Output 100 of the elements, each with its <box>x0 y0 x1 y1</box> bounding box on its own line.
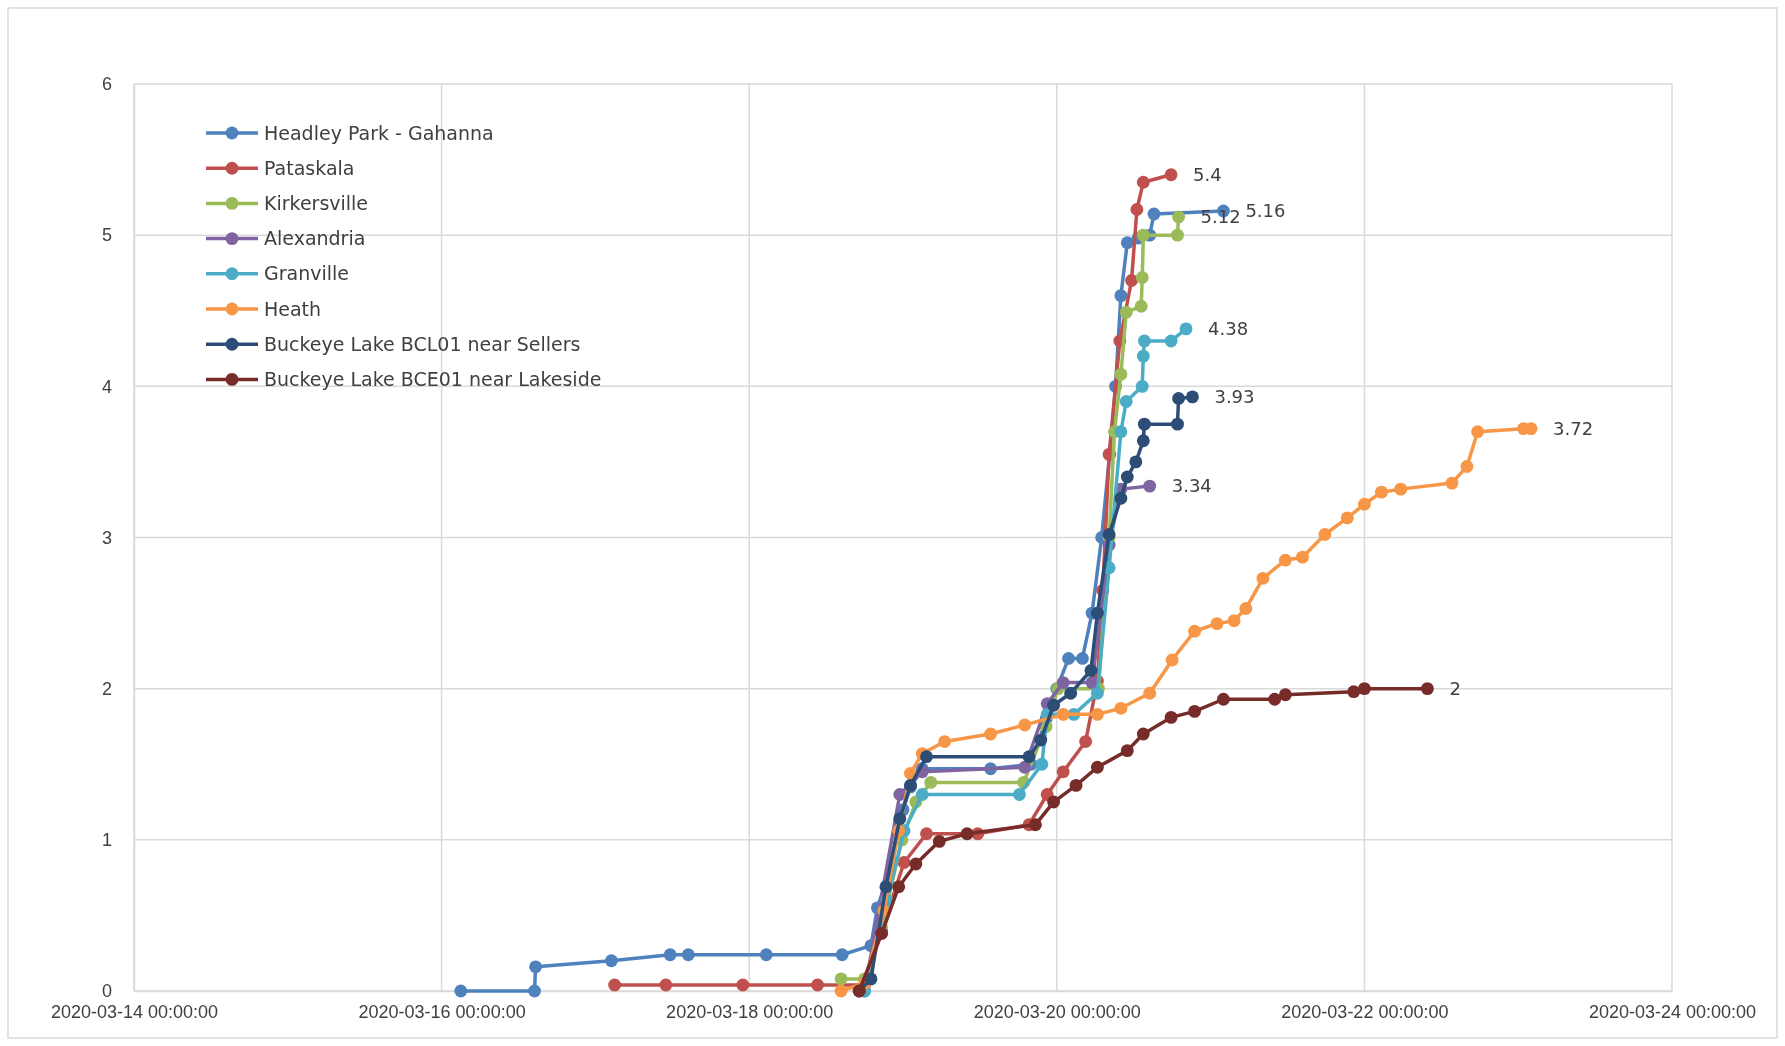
point <box>984 727 998 741</box>
point <box>1296 550 1309 564</box>
point <box>938 735 952 748</box>
point <box>1114 425 1128 439</box>
point <box>1164 710 1178 724</box>
point <box>1147 207 1161 221</box>
annotation: 5.16 <box>1245 200 1286 222</box>
point <box>1256 571 1270 585</box>
point <box>924 775 938 789</box>
point <box>1135 379 1149 393</box>
point <box>1164 168 1178 182</box>
point <box>1120 470 1134 484</box>
point <box>1420 682 1434 696</box>
point <box>1114 701 1128 715</box>
point <box>1018 718 1032 732</box>
point <box>1143 479 1157 493</box>
x-tick-label: 2020-03-14 00:00:00 <box>50 1001 219 1022</box>
point <box>1136 727 1150 741</box>
point <box>1136 175 1150 189</box>
point <box>1056 765 1070 779</box>
point <box>528 984 541 998</box>
point <box>681 948 695 962</box>
point <box>1034 733 1048 747</box>
y-tick-label: 5 <box>101 225 112 246</box>
point <box>1165 653 1179 667</box>
point <box>1188 704 1202 718</box>
point <box>1056 707 1070 721</box>
point <box>1171 228 1184 242</box>
legend-label: Kirkersville <box>264 192 369 215</box>
legend-label: Buckeye Lake BCL01 near Sellers <box>264 332 581 355</box>
point <box>834 984 848 998</box>
point <box>1136 349 1150 363</box>
legend-label: Granville <box>264 262 349 285</box>
point <box>1357 682 1371 696</box>
y-tick-label: 3 <box>101 527 112 548</box>
x-tick-label: 2020-03-18 00:00:00 <box>666 1001 834 1022</box>
point <box>1120 744 1134 758</box>
point <box>897 856 911 869</box>
point <box>1079 735 1093 748</box>
y-tick-label: 0 <box>101 981 112 1002</box>
point <box>1134 299 1148 313</box>
legend-label: Buckeye Lake BCE01 near Lakeside <box>264 368 602 391</box>
point <box>1186 390 1199 404</box>
point <box>1375 485 1388 499</box>
point <box>909 857 923 871</box>
point <box>1062 652 1075 665</box>
point <box>759 948 773 962</box>
point <box>835 948 849 962</box>
annotation: 3.34 <box>1171 475 1212 497</box>
point <box>1179 322 1193 336</box>
point <box>1047 795 1061 809</box>
annotation: 4.38 <box>1208 318 1249 340</box>
point <box>1268 692 1282 706</box>
point <box>1137 334 1151 348</box>
point <box>1216 692 1230 706</box>
point <box>932 834 946 848</box>
point <box>1125 274 1138 287</box>
point <box>834 972 848 986</box>
point <box>1090 707 1104 721</box>
y-tick-label: 2 <box>101 678 112 699</box>
x-tick-label: 2020-03-20 00:00:00 <box>973 1001 1141 1022</box>
point <box>1210 617 1224 631</box>
legend-label: Headley Park - Gahanna <box>264 121 494 144</box>
point <box>1347 685 1361 699</box>
point <box>1018 760 1032 774</box>
point <box>1471 425 1485 439</box>
x-tick-label: 2020-03-24 00:00:00 <box>1588 1001 1757 1022</box>
point <box>892 880 906 894</box>
point <box>1357 497 1371 511</box>
point <box>1172 210 1185 224</box>
point <box>1114 367 1128 381</box>
point <box>1090 606 1104 620</box>
point <box>1340 511 1354 525</box>
point <box>1119 305 1133 319</box>
point <box>811 978 824 992</box>
point <box>893 788 907 801</box>
point <box>604 954 618 968</box>
point <box>1129 455 1143 469</box>
point <box>1114 491 1128 505</box>
point <box>1119 395 1133 408</box>
point <box>529 960 543 974</box>
legend-label: Heath <box>264 297 322 320</box>
y-tick-label: 4 <box>101 376 112 397</box>
x-tick-label: 2020-03-16 00:00:00 <box>358 1001 526 1022</box>
annotation: 2 <box>1449 677 1461 699</box>
point <box>1076 652 1089 665</box>
point <box>1164 334 1178 348</box>
point <box>1022 750 1036 764</box>
point <box>1394 482 1408 496</box>
point <box>1171 417 1184 431</box>
point <box>1143 686 1157 700</box>
point <box>1090 686 1104 700</box>
point <box>1239 602 1253 615</box>
point <box>1188 624 1202 638</box>
point <box>1130 203 1144 216</box>
point <box>659 978 673 992</box>
point <box>1035 757 1049 771</box>
point <box>920 750 933 764</box>
point <box>1460 460 1474 473</box>
x-tick-label: 2020-03-22 00:00:00 <box>1281 1001 1449 1022</box>
